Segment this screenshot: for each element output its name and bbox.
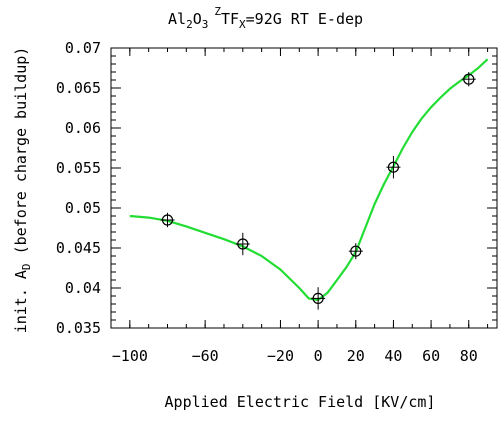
y-tick-label: 0.045 bbox=[56, 239, 101, 257]
y-axis-ticks: 0.035 0.04 0.045 0.05 0.055 0.06 0.065 0.07 bbox=[56, 39, 497, 337]
data-point bbox=[461, 72, 476, 87]
x-tick-label: −20 bbox=[267, 347, 294, 365]
x-axis-label: Applied Electric Field [KV/cm] bbox=[165, 393, 436, 411]
point-marker bbox=[350, 245, 362, 257]
y-tick-label: 0.055 bbox=[56, 159, 101, 177]
fit-curve-layer bbox=[129, 58, 489, 302]
data-point bbox=[311, 287, 326, 310]
y-tick-label: 0.06 bbox=[65, 119, 101, 137]
y-tick-label: 0.04 bbox=[65, 279, 101, 297]
fit-curve bbox=[129, 58, 489, 302]
point-marker bbox=[161, 214, 174, 226]
data-point bbox=[160, 212, 175, 228]
point-marker bbox=[312, 292, 324, 304]
plot-frame bbox=[110, 47, 498, 329]
y-tick-label: 0.065 bbox=[56, 79, 101, 97]
x-tick-label: 40 bbox=[384, 347, 402, 365]
point-marker bbox=[463, 73, 475, 85]
y-tick-label: 0.035 bbox=[56, 319, 101, 337]
y-axis-label: init. AD (before charge buildup) bbox=[12, 47, 33, 334]
x-tick-label: 20 bbox=[347, 347, 365, 365]
data-point bbox=[386, 156, 401, 179]
data-points-layer bbox=[160, 72, 476, 310]
plot-border bbox=[110, 47, 498, 329]
x-tick-label: 0 bbox=[314, 347, 323, 365]
data-point bbox=[235, 232, 250, 256]
x-tick-label: −100 bbox=[112, 347, 148, 365]
y-tick-label: 0.05 bbox=[65, 199, 101, 217]
y-tick-label: 0.07 bbox=[65, 39, 101, 57]
x-tick-label: −60 bbox=[192, 347, 219, 365]
data-point bbox=[348, 243, 363, 260]
x-axis-ticks: −100 −60 −20 0 20 40 60 80 bbox=[112, 48, 489, 365]
x-tick-label: 60 bbox=[422, 347, 440, 365]
x-tick-label: 80 bbox=[460, 347, 478, 365]
point-marker bbox=[237, 238, 249, 250]
chart-title: Al2O3ZTFX=92G RT E-dep bbox=[168, 5, 363, 31]
point-marker bbox=[387, 161, 400, 173]
